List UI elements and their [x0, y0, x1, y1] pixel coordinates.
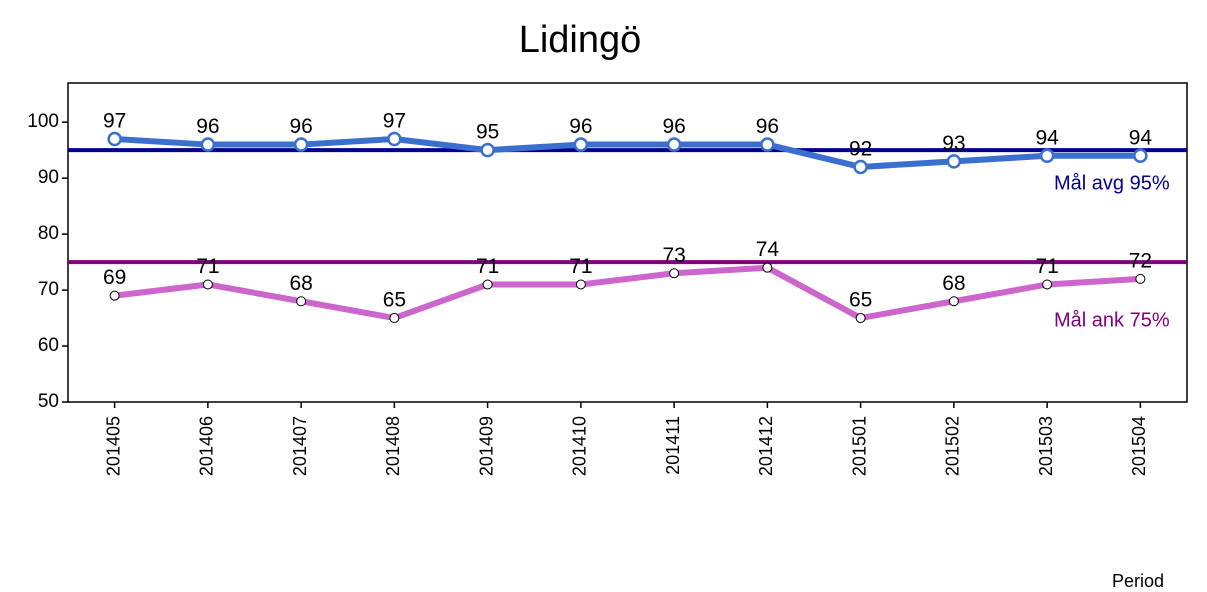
data-label: 93: [942, 132, 965, 155]
y-tick-label: 50: [38, 391, 59, 412]
data-label: 96: [662, 115, 685, 138]
x-tick-label: 201410: [570, 416, 590, 476]
plot-area: [67, 82, 1188, 403]
point-marker: [575, 279, 586, 290]
chart-title: Lidingö: [519, 19, 642, 61]
data-label: 65: [383, 289, 406, 312]
point-marker: [480, 142, 495, 158]
data-label: 68: [942, 272, 965, 295]
reference-label: Mål ank 75%: [1054, 309, 1170, 331]
y-tick-label: 80: [38, 223, 59, 244]
data-label: 65: [849, 289, 872, 312]
point-marker: [573, 137, 589, 152]
data-label: 94: [1129, 126, 1153, 149]
point-marker: [1135, 273, 1146, 284]
point-marker: [762, 262, 773, 273]
x-tick-label: 201409: [476, 416, 496, 476]
point-marker: [200, 137, 216, 152]
data-label: 72: [1129, 249, 1152, 272]
point-marker: [946, 154, 962, 169]
point-marker: [853, 159, 868, 175]
point-marker: [389, 313, 400, 324]
point-marker: [669, 268, 680, 279]
point-marker: [760, 137, 775, 152]
x-tick-label: 201407: [290, 416, 310, 476]
point-marker: [948, 296, 959, 307]
data-label: 97: [103, 110, 126, 133]
y-tick-label: 60: [38, 335, 59, 356]
point-marker: [387, 131, 402, 147]
data-label: 73: [662, 244, 685, 267]
data-label: 96: [196, 115, 219, 138]
data-label: 92: [849, 137, 872, 160]
x-tick-label: 201502: [943, 416, 963, 476]
point-marker: [666, 137, 682, 152]
point-marker: [109, 290, 120, 301]
data-label: 69: [103, 266, 126, 289]
data-label: 95: [476, 121, 499, 144]
x-tick-label: 201411: [663, 416, 683, 475]
point-marker: [107, 131, 122, 147]
data-label: 96: [756, 115, 779, 138]
data-label: 71: [196, 255, 219, 278]
x-axis-label: Period: [1112, 571, 1164, 591]
data-label: 71: [1035, 255, 1058, 278]
point-marker: [296, 296, 307, 307]
x-tick-label: 201503: [1036, 416, 1056, 476]
data-label: 71: [569, 255, 592, 278]
x-tick-label: 201501: [849, 416, 869, 476]
point-marker: [482, 279, 493, 290]
series-line: [114, 135, 1141, 170]
y-tick-label: 90: [38, 167, 59, 188]
data-label: 96: [289, 115, 312, 138]
data-label: 74: [756, 238, 780, 261]
x-tick-label: 201504: [1129, 416, 1149, 476]
x-tick-label: 201405: [103, 416, 123, 476]
series-line: [114, 264, 1141, 322]
data-label: 96: [569, 115, 592, 138]
point-marker: [1133, 148, 1148, 164]
point-marker: [202, 279, 213, 290]
data-label: 71: [476, 255, 499, 278]
data-label: 68: [289, 272, 312, 295]
data-label: 94: [1035, 126, 1059, 149]
x-tick-label: 201412: [756, 416, 776, 476]
x-tick-label: 201408: [383, 416, 403, 476]
point-marker: [1039, 148, 1055, 164]
point-marker: [293, 137, 309, 152]
data-label: 97: [383, 110, 406, 133]
x-tick-label: 201406: [197, 416, 217, 476]
point-marker: [1042, 279, 1053, 290]
y-tick-label: 70: [38, 279, 59, 300]
point-marker: [855, 313, 866, 324]
y-tick-label: 100: [27, 111, 59, 132]
reference-label: Mål avg 95%: [1054, 172, 1170, 194]
